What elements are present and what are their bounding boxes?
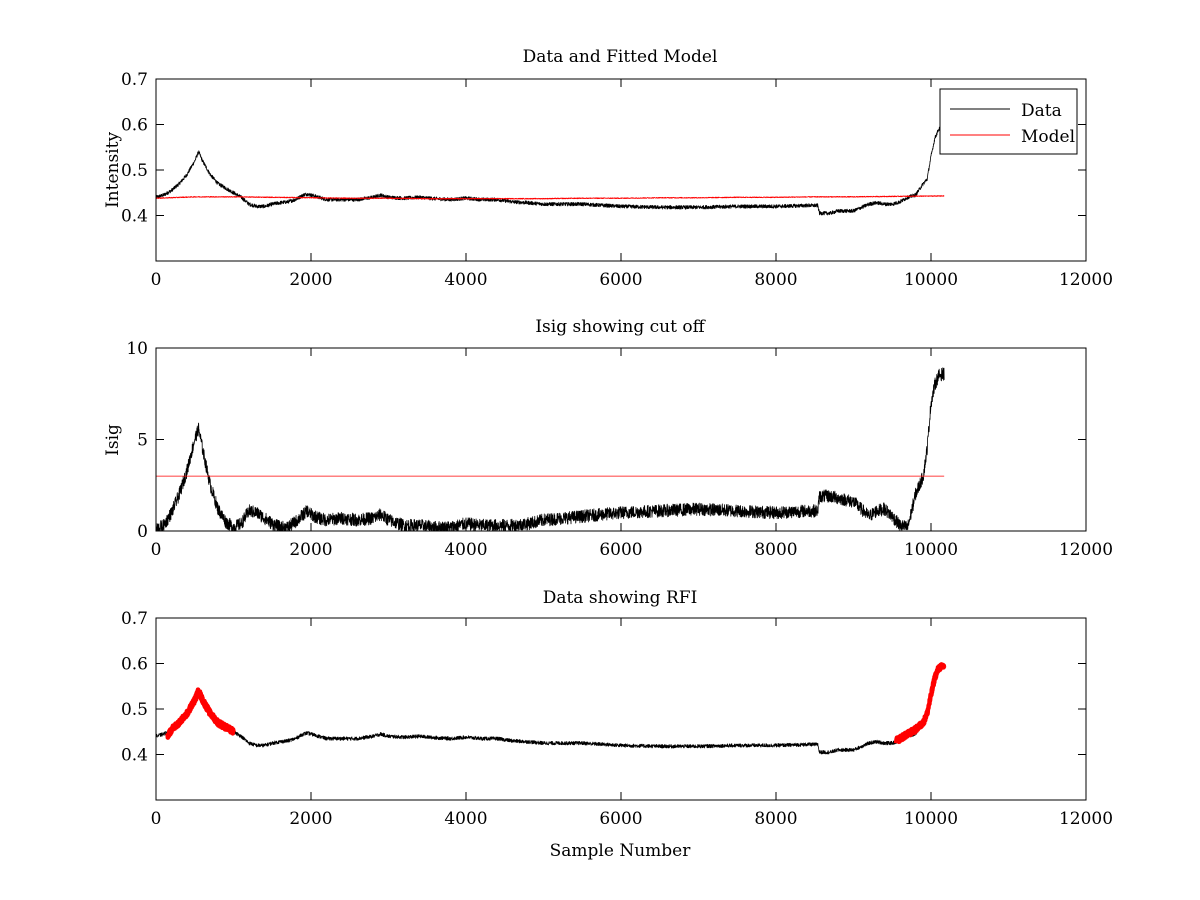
x-tick-label: 6000	[599, 540, 642, 560]
panel-3-series-line-3	[893, 662, 947, 745]
panel-3-series-line-2	[165, 687, 236, 740]
panel-1-series-data	[155, 125, 945, 216]
panel-2-ylabel: Isig	[103, 424, 123, 456]
legend-label-data: Data	[1021, 101, 1062, 121]
y-tick-label: 0.6	[121, 116, 148, 136]
x-tick-label: 10000	[904, 270, 958, 290]
x-tick-label: 2000	[289, 809, 332, 829]
x-tick-label: 8000	[754, 540, 797, 560]
x-tick-label: 4000	[444, 809, 487, 829]
panel-3-plot-area: 0 2000 4000 6000 8000 10000 12000 0.4 0.5 0.6 0.7	[121, 609, 1113, 829]
x-tick-label: 12000	[1059, 540, 1113, 560]
panel-1-legend: Data Model	[939, 88, 1078, 155]
legend-label-model: Model	[1021, 127, 1075, 147]
y-tick-label: 0.4	[121, 207, 148, 227]
x-tick-label: 0	[151, 540, 162, 560]
x-tick-label: 0	[151, 809, 162, 829]
y-tick-label: 0	[137, 522, 148, 542]
y-tick-label: 0.7	[121, 70, 148, 90]
y-tick-label: 0.7	[121, 609, 148, 629]
legend-box	[939, 88, 1078, 155]
x-tick-label: 6000	[599, 270, 642, 290]
y-tick-label: 5	[137, 431, 148, 451]
y-tick-label: 0.5	[121, 700, 148, 720]
y-tick-label: 0.5	[121, 161, 148, 181]
y-tick-label: 0.6	[121, 655, 148, 675]
panel-3-title: Data showing RFI	[543, 588, 698, 608]
x-tick-label: 10000	[904, 540, 958, 560]
x-tick-label: 10000	[904, 809, 958, 829]
x-tick-label: 8000	[754, 270, 797, 290]
panel-1-ylabel: Intensity	[103, 132, 123, 208]
panel-2-plot-area: 0 2000 4000 6000 8000 10000 12000 0 5 10	[126, 339, 1113, 560]
panel-data-rfi: Data showing RFI Sample Number 0 2000 4000…	[121, 588, 1113, 861]
x-tick-label: 6000	[599, 809, 642, 829]
panel-2-title: Isig showing cut off	[535, 317, 706, 337]
panel-3-series-line-1	[155, 664, 945, 755]
x-tick-label: 8000	[754, 809, 797, 829]
x-tick-label: 2000	[289, 270, 332, 290]
x-tick-label: 4000	[444, 540, 487, 560]
x-tick-label: 12000	[1059, 270, 1113, 290]
panel-data-and-model: Data and Fitted Model Intensity 0 2000 400…	[103, 47, 1113, 290]
panel-2-series-line-1	[155, 367, 945, 532]
panel-1-series-model	[155, 195, 945, 200]
y-tick-label: 10	[126, 339, 148, 359]
panel-3-xlabel: Sample Number	[550, 841, 692, 861]
panel-1-plot-area: 0 2000 4000 6000 8000 10000 12000 0.4 0.5 0.6 0.7	[121, 70, 1113, 290]
x-tick-label: 0	[151, 270, 162, 290]
y-tick-label: 0.4	[121, 746, 148, 766]
panel-isig-cutoff: Isig showing cut off Isig 0 2000 4000 6000 8…	[103, 317, 1113, 560]
x-tick-label: 2000	[289, 540, 332, 560]
x-tick-label: 4000	[444, 270, 487, 290]
panel-1-title: Data and Fitted Model	[523, 47, 718, 67]
x-tick-label: 12000	[1059, 809, 1113, 829]
